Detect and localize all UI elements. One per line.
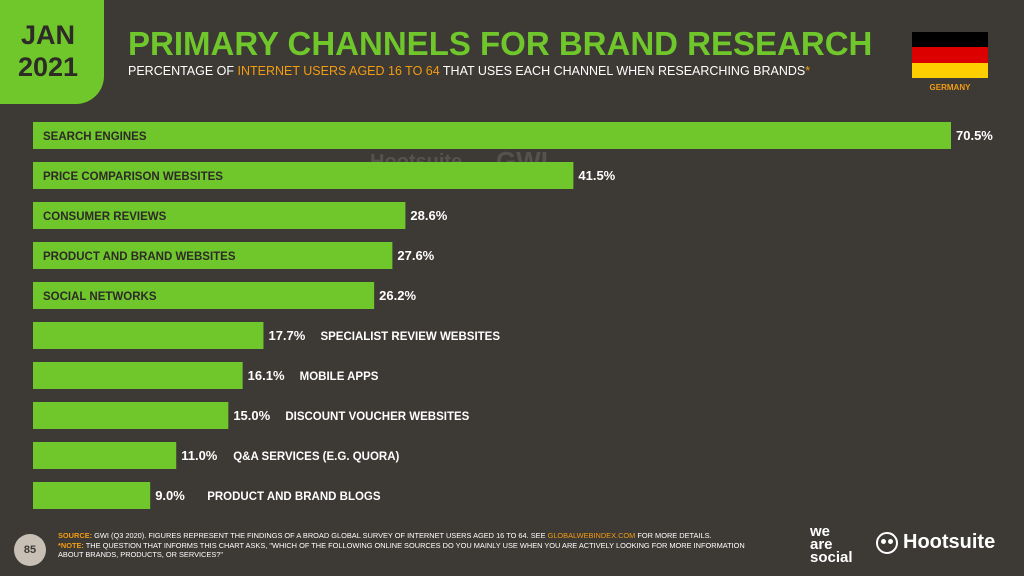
bar-category-label: SOCIAL NETWORKS xyxy=(43,291,157,303)
logo-was-line: we xyxy=(810,523,831,540)
source-link[interactable]: GLOBALWEBINDEX.COM xyxy=(547,531,636,540)
bar-value-label: 17.7% xyxy=(268,328,305,343)
hootsuite-logo: Hootsuite xyxy=(876,531,995,554)
bar-category-label: PRODUCT AND BRAND WEBSITES xyxy=(43,251,236,263)
page-number: 85 xyxy=(14,534,46,566)
bar xyxy=(33,482,151,509)
bar xyxy=(33,162,574,189)
we-are-social-logo: we are social xyxy=(810,523,853,566)
bar-value-label: 27.6% xyxy=(397,248,434,263)
subtitle-pre: PERCENTAGE OF xyxy=(128,64,238,78)
bar-value-label: 26.2% xyxy=(379,288,416,303)
date-year: 2021 xyxy=(17,52,79,82)
page-subtitle: PERCENTAGE OF INTERNET USERS AGED 16 TO … xyxy=(128,64,810,78)
bar-category-label: SPECIALIST REVIEW WEBSITES xyxy=(320,331,500,343)
germany-flag-icon xyxy=(912,32,988,78)
bar-category-label: PRICE COMPARISON WEBSITES xyxy=(43,171,223,183)
note-label: *NOTE: xyxy=(58,540,84,550)
page-title: PRIMARY CHANNELS FOR BRAND RESEARCH xyxy=(128,25,873,62)
chart-bars: 70.5% SEARCH ENGINES 41.5% PRICE COMPARISON… xyxy=(33,122,993,509)
subtitle-asterisk: * xyxy=(805,64,811,78)
bar xyxy=(33,362,243,389)
bar-value-label: 11.0% xyxy=(181,448,218,463)
bar-category-label: DISCOUNT VOUCHER WEBSITES xyxy=(285,411,469,423)
note-text: THE QUESTION THAT INFORMS THIS CHART ASK… xyxy=(58,540,745,560)
source-end: FOR MORE DETAILS. xyxy=(635,531,712,540)
flag-stripe-black xyxy=(912,32,988,48)
hootsuite-wordmark: Hootsuite xyxy=(903,531,996,553)
flag-stripe-red xyxy=(912,47,988,63)
bar xyxy=(33,322,264,349)
bar-category-label: MOBILE APPS xyxy=(300,371,379,383)
bar-category-label: CONSUMER REVIEWS xyxy=(43,211,167,223)
bar xyxy=(33,122,951,149)
owl-icon xyxy=(876,531,898,554)
bar-value-label: 15.0% xyxy=(233,408,270,423)
logo-was-line: are xyxy=(810,536,833,553)
source-text: GWI (Q3 2020). FIGURES REPRESENT THE FIN… xyxy=(92,531,548,540)
date-month: JAN xyxy=(20,20,75,50)
bar-category-label: SEARCH ENGINES xyxy=(43,131,147,143)
bar xyxy=(33,402,229,429)
bar-category-label: PRODUCT AND BRAND BLOGS xyxy=(207,491,381,503)
bar-category-label: Q&A SERVICES (E.G. QUORA) xyxy=(233,451,399,463)
country-label: GERMANY xyxy=(929,83,971,92)
source-label: SOURCE: xyxy=(58,531,93,540)
bar-value-label: 28.6% xyxy=(410,208,447,223)
bar xyxy=(33,282,375,309)
bar xyxy=(33,202,406,229)
subtitle-highlight: INTERNET USERS AGED 16 TO 64 xyxy=(237,64,440,78)
bar xyxy=(33,442,177,469)
subtitle-post: THAT USES EACH CHANNEL WHEN RESEARCHING … xyxy=(439,64,806,78)
bar-value-label: 16.1% xyxy=(248,368,285,383)
flag-stripe-gold xyxy=(912,62,988,78)
date-badge: JAN 2021 xyxy=(0,0,104,104)
bar-value-label: 41.5% xyxy=(578,168,615,183)
bar-value-label: 9.0% xyxy=(155,488,185,503)
logo-was-line: social xyxy=(810,549,853,566)
bar xyxy=(33,242,393,269)
source-note: SOURCE: GWI (Q3 2020). FIGURES REPRESENT… xyxy=(58,531,748,560)
bar-value-label: 70.5% xyxy=(956,128,993,143)
